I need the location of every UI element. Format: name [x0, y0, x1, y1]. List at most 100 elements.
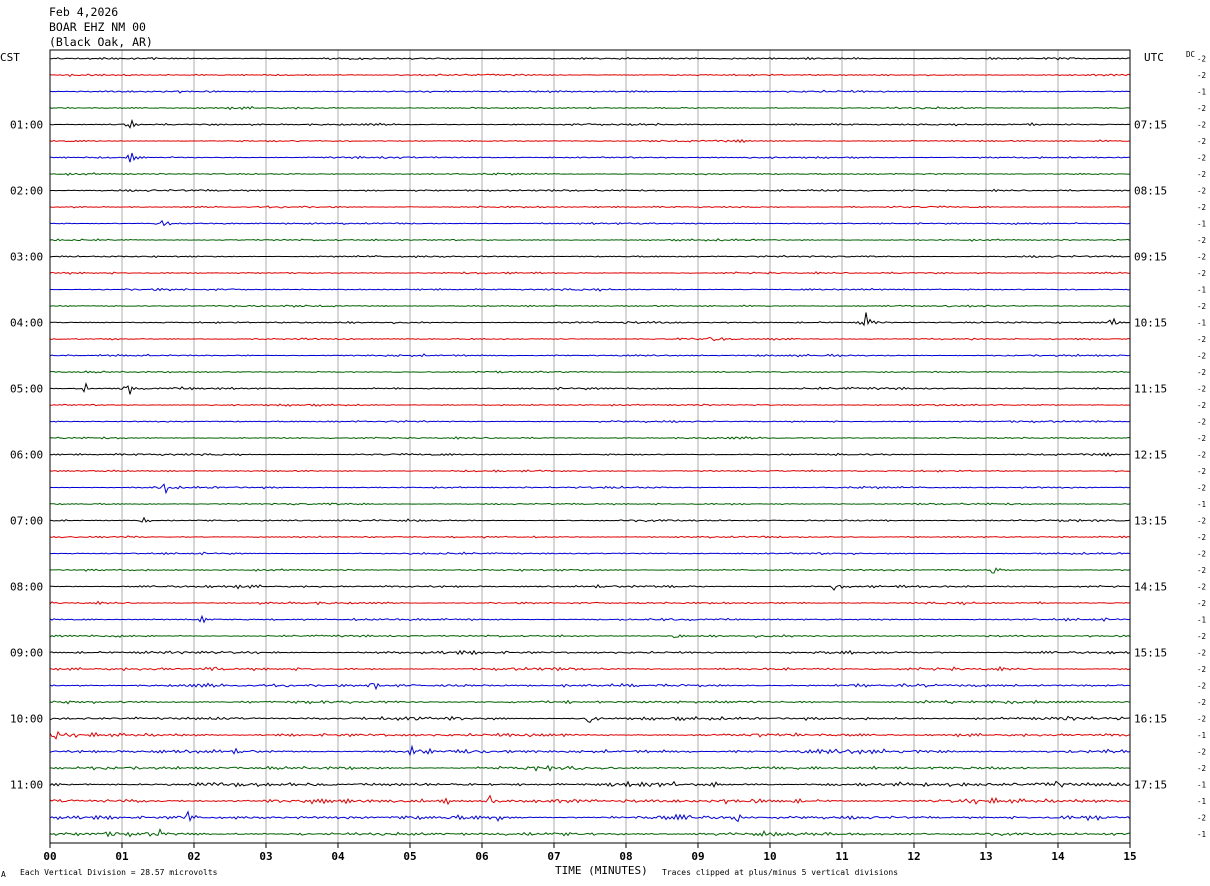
trace-line: [49, 730, 1131, 740]
dc-offset-label: -2: [1197, 434, 1206, 443]
left-hour-label: 10:00: [10, 713, 43, 726]
trace-line: [50, 583, 1131, 591]
trace-line: [49, 828, 1131, 838]
trace-line: [49, 219, 1131, 227]
x-tick-label: 11: [835, 850, 849, 863]
dc-offset-label: -2: [1197, 715, 1206, 724]
dc-offset-label: -2: [1197, 71, 1206, 80]
trace-line: [49, 238, 1131, 242]
trace-line: [49, 516, 1131, 523]
dc-offset-label: -2: [1197, 203, 1206, 212]
dc-offset-label: -2: [1197, 748, 1206, 757]
trace-line: [49, 89, 1131, 94]
plot-frame: [49, 49, 1131, 844]
dc-offset-label: -2: [1197, 121, 1206, 130]
dc-offset-label: -2: [1197, 385, 1206, 394]
x-tick-label: 06: [475, 850, 489, 863]
dc-offset-label: -2: [1197, 55, 1206, 64]
dc-offset-label: -2: [1197, 104, 1206, 113]
trace-line: [49, 699, 1131, 705]
trace-line: [49, 118, 1131, 129]
dc-offset-label: -1: [1197, 731, 1206, 740]
left-hour-label: 11:00: [10, 779, 43, 792]
dc-offset-label: -2: [1197, 170, 1206, 179]
dc-offset-label: -1: [1197, 220, 1206, 229]
trace-line: [49, 535, 1131, 539]
x-tick-label: 05: [403, 850, 416, 863]
trace-line: [50, 502, 1131, 506]
dc-offset-label: -2: [1197, 137, 1206, 146]
trace-line: [49, 188, 1131, 193]
right-hour-label: 15:15: [1134, 647, 1167, 660]
dc-offset-label: -2: [1197, 401, 1206, 410]
dc-offset-label: -2: [1197, 154, 1206, 163]
dc-offset-label: -1: [1197, 797, 1206, 806]
dc-offset-label: -2: [1197, 253, 1206, 262]
dc-offset-label: -2: [1197, 583, 1206, 592]
trace-line: [49, 614, 1131, 624]
right-hour-label: 07:15: [1134, 119, 1167, 132]
dc-offset-label: -2: [1197, 632, 1206, 641]
right-hour-label: 11:15: [1134, 383, 1167, 396]
trace-line: [49, 665, 1131, 672]
scale-note: Each Vertical Division = 28.57 microvolt…: [20, 868, 218, 877]
clip-note: Traces clipped at plus/minus 5 vertical …: [662, 868, 898, 877]
left-axis-title: CST: [0, 51, 20, 64]
right-hour-label: 10:15: [1134, 317, 1167, 330]
trace-line: [49, 73, 1131, 77]
x-tick-label: 02: [187, 850, 200, 863]
dc-offset-label: -2: [1197, 451, 1206, 460]
trace-line: [49, 551, 1131, 556]
dc-offset-label: -2: [1197, 269, 1206, 278]
x-tick-label: 14: [1051, 850, 1065, 863]
right-hour-label: 08:15: [1134, 185, 1167, 198]
dc-offset-label: -2: [1197, 814, 1206, 823]
right-hour-label: 17:15: [1134, 779, 1167, 792]
left-hour-label: 09:00: [10, 647, 43, 660]
dc-offset-label: -2: [1197, 484, 1206, 493]
trace-group: [49, 56, 1131, 838]
trace-line: [49, 715, 1131, 724]
dc-offset-label: -1: [1197, 88, 1206, 97]
dc-offset-label: -1: [1197, 319, 1206, 328]
dc-offset-label: -2: [1197, 698, 1206, 707]
dc-offset-label: -2: [1197, 665, 1206, 674]
trace-line: [49, 419, 1131, 424]
trace-line: [49, 436, 1131, 440]
trace-line: [49, 205, 1131, 209]
left-hour-label: 04:00: [10, 317, 43, 330]
left-hour-label: 06:00: [10, 449, 43, 462]
dc-offset-label: -1: [1197, 500, 1206, 509]
dc-offset-label: -2: [1197, 368, 1206, 377]
x-tick-label: 13: [979, 850, 992, 863]
trace-line: [49, 254, 1130, 259]
left-hour-label: 02:00: [10, 185, 43, 198]
trace-line: [49, 794, 1131, 806]
left-hour-label: 01:00: [10, 119, 43, 132]
x-tick-label: 00: [43, 850, 56, 863]
trace-line: [50, 56, 1131, 61]
header-date: Feb 4,2026: [49, 5, 118, 19]
x-tick-label: 12: [907, 850, 920, 863]
dc-offset-label: -2: [1197, 187, 1206, 196]
trace-line: [49, 810, 1131, 823]
right-hour-label: 12:15: [1134, 449, 1167, 462]
dc-offset-label: -1: [1197, 781, 1206, 790]
dc-offset-label: -1: [1197, 616, 1206, 625]
x-tick-label: 04: [331, 850, 345, 863]
left-hour-label: 08:00: [10, 581, 43, 594]
dc-offset-label: -2: [1197, 599, 1206, 608]
x-axis-title: TIME (MINUTES): [555, 864, 648, 877]
trace-line: [49, 452, 1131, 457]
dc-offset-label: -2: [1197, 566, 1206, 575]
right-hour-label: 14:15: [1134, 581, 1167, 594]
x-tick-label: 10: [763, 850, 776, 863]
left-hour-label: 03:00: [10, 251, 43, 264]
dc-offset-label: -1: [1197, 830, 1206, 839]
trace-line: [49, 483, 1131, 495]
dc-offset-label: -2: [1197, 649, 1206, 658]
dc-offset-label: -1: [1197, 286, 1206, 295]
dc-offset-label: -2: [1197, 550, 1206, 559]
x-tick-label: 09: [691, 850, 704, 863]
corner-mark: A: [1, 870, 6, 879]
